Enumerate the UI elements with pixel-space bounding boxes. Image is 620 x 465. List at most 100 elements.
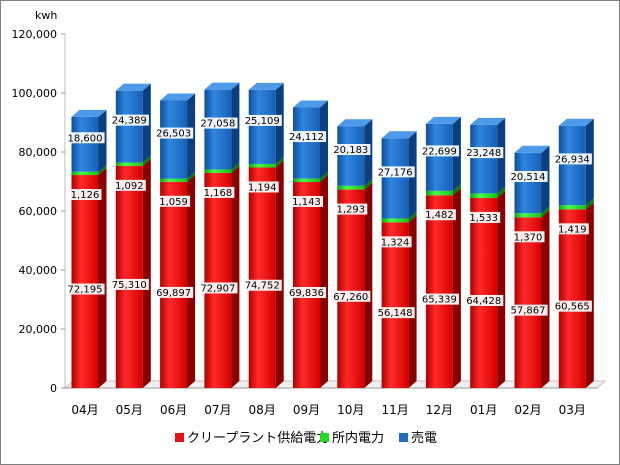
bars xyxy=(71,82,594,388)
bar-segment-sold xyxy=(293,100,328,179)
bar-top-cap xyxy=(115,83,151,91)
data-label-in-house: 1,482 xyxy=(425,210,454,221)
bar-front xyxy=(160,100,188,179)
bar-segment-in-house xyxy=(514,206,550,218)
data-label-clean-plant: 57,867 xyxy=(511,306,546,317)
legend-swatch-in-house xyxy=(320,433,329,442)
legend-label-clean-plant: クリープラント供給電力 xyxy=(187,431,329,446)
data-label-sold: 27,058 xyxy=(200,119,235,130)
x-tick-label: 10月 xyxy=(337,403,364,417)
data-label-in-house: 1,370 xyxy=(514,232,543,243)
bar-front xyxy=(204,89,232,170)
data-label-in-house: 1,092 xyxy=(115,181,144,192)
data-label-in-house: 1,059 xyxy=(159,197,188,208)
data-label-clean-plant: 64,428 xyxy=(466,296,501,307)
bar-side xyxy=(497,190,506,388)
bar-front xyxy=(337,126,365,186)
bar-segment-sold xyxy=(381,131,417,219)
x-tick-label: 09月 xyxy=(293,403,320,417)
x-tick-label: 06月 xyxy=(160,403,187,417)
data-label-bg xyxy=(198,117,238,129)
bar-top-cap xyxy=(337,119,373,127)
bar-side xyxy=(364,182,373,388)
data-label-in-house: 1,419 xyxy=(558,224,587,235)
bar-front xyxy=(160,178,188,182)
data-label-bg xyxy=(154,286,194,298)
bar-front xyxy=(470,124,498,194)
data-label-in-house: 1,168 xyxy=(204,188,233,199)
bar-side xyxy=(275,156,284,168)
data-label-bg xyxy=(245,181,279,193)
data-label-bg xyxy=(154,127,194,139)
bar-top-cap xyxy=(204,82,240,90)
data-label-bg xyxy=(508,170,548,182)
axes xyxy=(63,34,607,389)
x-axis-ticks: 04月 05月 06月 07月 08月 09月 10月 11月 12月 01月 02月 03月 xyxy=(71,403,586,417)
bar-top-cap xyxy=(558,118,594,126)
data-label-sold: 20,183 xyxy=(333,145,368,156)
data-label-sold: 18,600 xyxy=(68,133,103,144)
bar-segment-clean-plant xyxy=(293,174,328,388)
data-label-bg xyxy=(109,278,149,290)
x-tick-label: 05月 xyxy=(116,403,143,417)
data-label-bg xyxy=(508,304,548,316)
bar-side xyxy=(320,174,328,388)
data-label-bg xyxy=(109,114,149,126)
bar-side xyxy=(541,210,550,388)
data-label-sold: 26,934 xyxy=(555,154,590,165)
bar-top-cap xyxy=(381,131,417,139)
bar-front xyxy=(470,193,498,198)
data-label-bg xyxy=(419,145,459,157)
bar-front xyxy=(381,222,409,388)
bar-front xyxy=(514,217,542,388)
bar-segment-clean-plant xyxy=(514,210,550,388)
bar-front xyxy=(160,181,188,388)
data-label-sold: 24,112 xyxy=(289,132,324,143)
bar-side xyxy=(585,198,594,210)
data-label-bg xyxy=(112,179,146,191)
data-label-clean-plant: 67,260 xyxy=(333,292,368,303)
data-label-bg xyxy=(467,211,501,223)
data-label-sold: 23,248 xyxy=(466,148,501,159)
data-label-bg xyxy=(422,209,456,221)
bar-segment-sold xyxy=(115,83,151,163)
bar-segment-in-house xyxy=(248,156,284,168)
bar-side xyxy=(187,174,196,388)
bar-front xyxy=(248,167,276,388)
bar-front xyxy=(558,209,586,388)
bar-segment-clean-plant xyxy=(558,202,594,388)
bar-segment-clean-plant xyxy=(248,160,284,388)
bar-top-cap xyxy=(248,82,284,90)
bar-side xyxy=(408,215,417,388)
bar-side xyxy=(452,188,461,388)
bar-top-cap xyxy=(160,93,196,101)
bar-side xyxy=(98,168,107,388)
bar-segment-in-house xyxy=(115,155,151,166)
data-label-clean-plant: 69,836 xyxy=(289,288,324,299)
y-axis-ticks: 0 20,000 40,000 60,000 80,000 100,000 120,000 xyxy=(12,28,65,395)
data-label-bg xyxy=(375,166,415,178)
data-label-bg xyxy=(242,114,282,126)
data-label-in-house: 1,533 xyxy=(469,213,498,224)
data-label-bg xyxy=(552,153,592,165)
data-label-bg xyxy=(65,283,105,295)
bar-segment-in-house xyxy=(381,211,417,223)
legend-swatch-clean-plant xyxy=(175,433,184,442)
y-tick-label: 0 xyxy=(50,382,57,395)
data-label-in-house: 1,194 xyxy=(248,182,277,193)
x-tick-label: 03月 xyxy=(559,403,586,417)
y-tick-label: 40,000 xyxy=(19,264,58,277)
bar-segment-in-house xyxy=(204,162,240,173)
bar-segment-clean-plant xyxy=(425,188,461,388)
bar-segment-clean-plant xyxy=(470,190,506,388)
bar-top-cap xyxy=(293,100,328,108)
legend-swatch-sold xyxy=(399,433,408,442)
bar-front xyxy=(115,90,143,163)
data-label-clean-plant: 65,339 xyxy=(422,295,457,306)
legend-label-in-house: 所内電力 xyxy=(332,430,384,446)
bar-segment-sold xyxy=(71,109,107,172)
bar-front xyxy=(115,165,143,388)
x-tick-label: 02月 xyxy=(514,403,541,417)
